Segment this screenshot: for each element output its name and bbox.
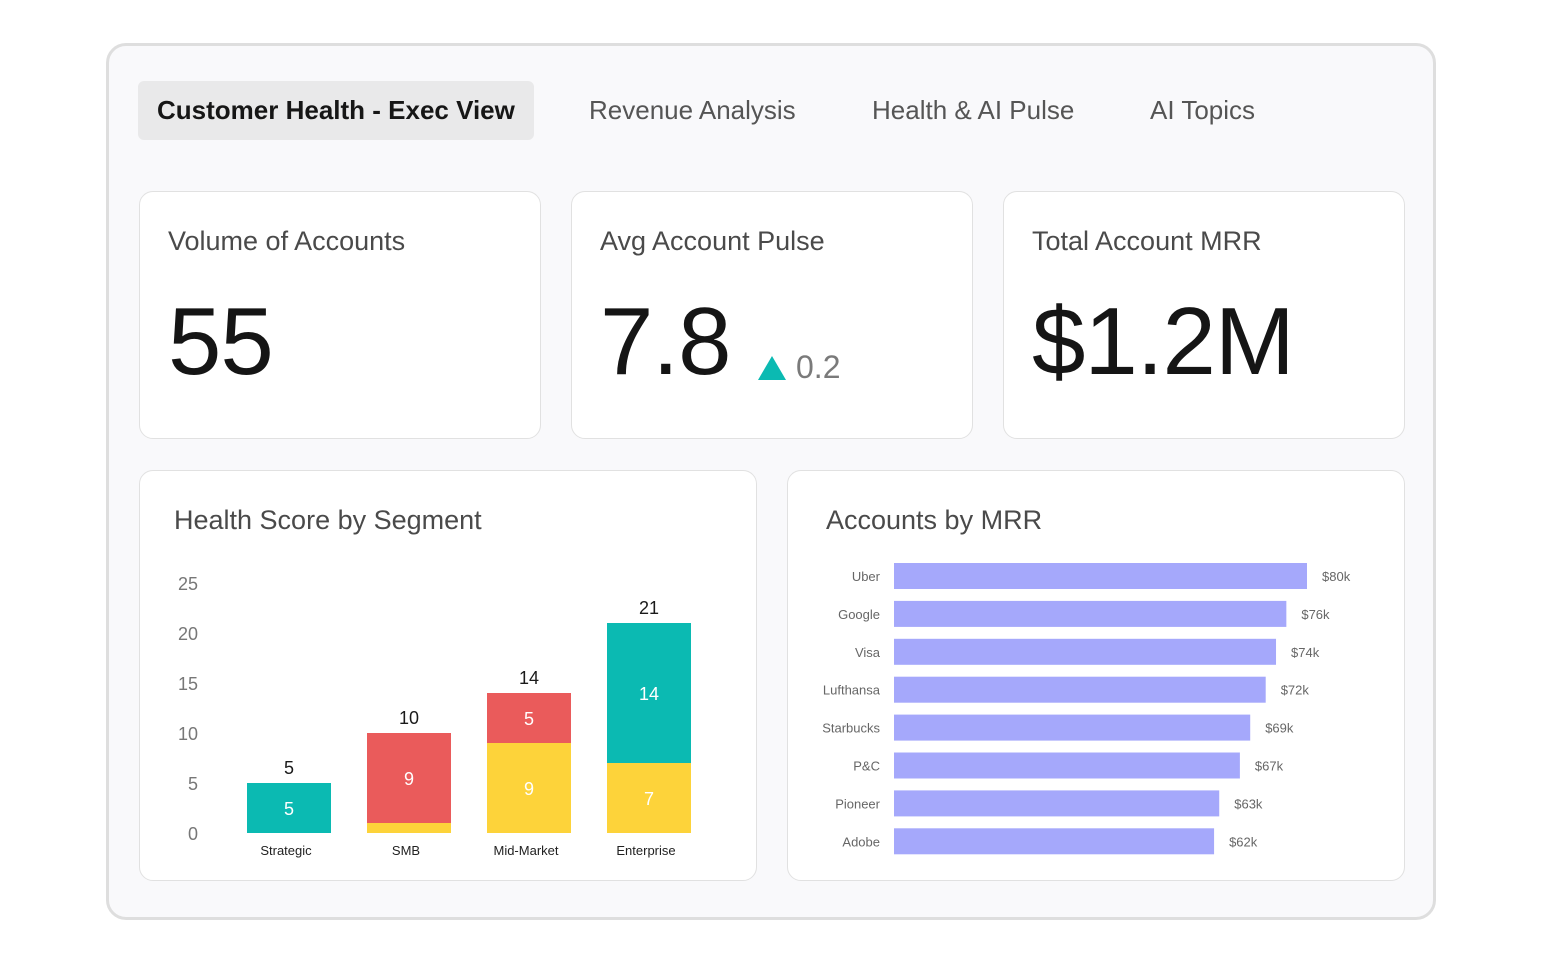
bar-segment-label: 5	[524, 709, 534, 729]
bar-segment	[487, 743, 571, 833]
y-category-label: Pioneer	[835, 796, 880, 811]
bar-value-label: $63k	[1234, 796, 1263, 811]
kpi-title: Volume of Accounts	[168, 226, 406, 256]
y-tick-label: 5	[188, 774, 198, 794]
y-tick-label: 25	[178, 574, 198, 594]
y-tick-label: 15	[178, 674, 198, 694]
bar-segment	[607, 623, 691, 763]
tab-customer-health[interactable]: Customer Health - Exec View	[138, 81, 534, 140]
bar	[894, 714, 1251, 741]
health-score-chart: 25 20 15 10 5 0 5 5 Strategic 9 10 SMB 9 5 14 Mid-Marke…	[178, 574, 691, 858]
bar-total-label: 10	[399, 708, 419, 728]
y-category-label: Google	[838, 607, 880, 622]
chart-card-accounts-mrr: Accounts by MRR Uber $80k Google $76k Visa $7…	[787, 470, 1405, 881]
bar-segment-label: 9	[404, 769, 414, 789]
y-category-label: P&C	[853, 759, 880, 774]
x-category-label: Enterprise	[616, 843, 675, 858]
bar	[894, 752, 1240, 779]
bar-segment	[367, 823, 451, 833]
kpi-title: Avg Account Pulse	[600, 226, 825, 256]
bar-segment-label: 9	[524, 779, 534, 799]
tab-ai-topics[interactable]: AI Topics	[1150, 95, 1256, 125]
kpi-value: $1.2M	[1032, 288, 1295, 395]
bar-segment	[367, 733, 451, 823]
triangle-up-icon	[758, 355, 786, 380]
y-category-label: Lufthansa	[823, 683, 881, 698]
kpi-delta: 0.2	[758, 349, 840, 386]
kpi-card-pulse: Avg Account Pulse 7.8 0.2	[571, 191, 973, 439]
x-category-label: Mid-Market	[493, 843, 558, 858]
bar	[894, 790, 1220, 817]
kpi-value: 55	[168, 288, 274, 395]
bar-total-label: 14	[519, 668, 539, 688]
bar-value-label: $69k	[1265, 721, 1294, 736]
dashboard-frame: Customer Health - Exec View Revenue Anal…	[106, 43, 1436, 920]
bar-total-label: 21	[639, 598, 659, 618]
tab-revenue-analysis[interactable]: Revenue Analysis	[589, 95, 796, 125]
y-category-label: Starbucks	[822, 721, 880, 736]
bar-value-label: $67k	[1255, 759, 1284, 774]
x-category-label: Strategic	[260, 843, 312, 858]
kpi-value: 7.8	[600, 288, 731, 395]
bar	[894, 563, 1307, 589]
chart-card-health-score: Health Score by Segment 25 20 15 10 5 0 5 5 Stra…	[139, 470, 757, 881]
y-category-label: Visa	[855, 645, 881, 660]
y-category-label: Adobe	[842, 834, 880, 849]
chart-title: Accounts by MRR	[826, 505, 1043, 535]
bar-total-label: 5	[284, 758, 294, 778]
chart-title: Health Score by Segment	[174, 505, 482, 535]
kpi-card-volume: Volume of Accounts 55	[139, 191, 541, 439]
y-tick-label: 10	[178, 724, 198, 744]
bar	[894, 638, 1277, 665]
bar	[894, 600, 1287, 627]
bar	[894, 676, 1266, 703]
bar-segment	[487, 693, 571, 743]
bar-value-label: $76k	[1301, 607, 1330, 622]
y-tick-label: 20	[178, 624, 198, 644]
accounts-mrr-chart: Uber $80k Google $76k Visa $74k Lufthansa $72k S…	[822, 563, 1351, 855]
bar-value-label: $80k	[1322, 569, 1351, 584]
bar-segment-label: 5	[284, 799, 294, 819]
kpi-delta-value: 0.2	[796, 349, 841, 385]
kpi-card-mrr: Total Account MRR $1.2M	[1003, 191, 1405, 439]
x-category-label: SMB	[392, 843, 420, 858]
bar-value-label: $72k	[1281, 683, 1310, 698]
bar-value-label: $74k	[1291, 645, 1320, 660]
bar-segment	[247, 783, 331, 833]
bar-segment-label: 7	[644, 789, 654, 809]
bar-segment-label: 14	[639, 684, 659, 704]
bar-value-label: $62k	[1229, 834, 1258, 849]
y-category-label: Uber	[852, 569, 881, 584]
bar-segment	[607, 763, 691, 833]
bar	[894, 828, 1215, 855]
y-tick-label: 0	[188, 824, 198, 844]
kpi-title: Total Account MRR	[1032, 226, 1262, 256]
tab-health-ai-pulse[interactable]: Health & AI Pulse	[872, 95, 1075, 125]
